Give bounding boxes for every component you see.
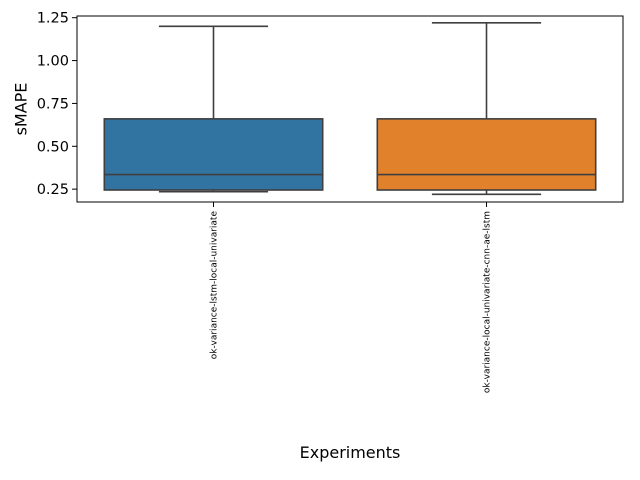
boxes-layer bbox=[103, 22, 597, 196]
plot-frame bbox=[76, 15, 624, 203]
x-axis-title: Experiments bbox=[300, 443, 401, 462]
y-tick-label: 1.00 bbox=[37, 54, 69, 70]
x-tick-label: ok-variance-local-univariate-cnn-ae-lstm bbox=[483, 211, 493, 393]
y-axis-title: sMAPE bbox=[12, 83, 31, 136]
y-tick-label: 1.25 bbox=[37, 11, 69, 27]
box-group-1 bbox=[103, 25, 324, 193]
x-tick-label: ok-variance-lstm-local-univariate bbox=[210, 211, 220, 360]
box-group-2 bbox=[376, 22, 597, 196]
y-tick-label: 0.25 bbox=[37, 182, 69, 198]
iqr-box bbox=[376, 118, 597, 191]
y-tick-label: 0.75 bbox=[37, 96, 69, 112]
iqr-box bbox=[103, 118, 324, 191]
y-tick-label: 0.50 bbox=[37, 139, 69, 155]
y-axis: 0.25 0.50 0.75 1.00 1.25 bbox=[37, 11, 77, 198]
x-axis: ok-variance-lstm-local-univariate ok-vari… bbox=[210, 202, 493, 393]
